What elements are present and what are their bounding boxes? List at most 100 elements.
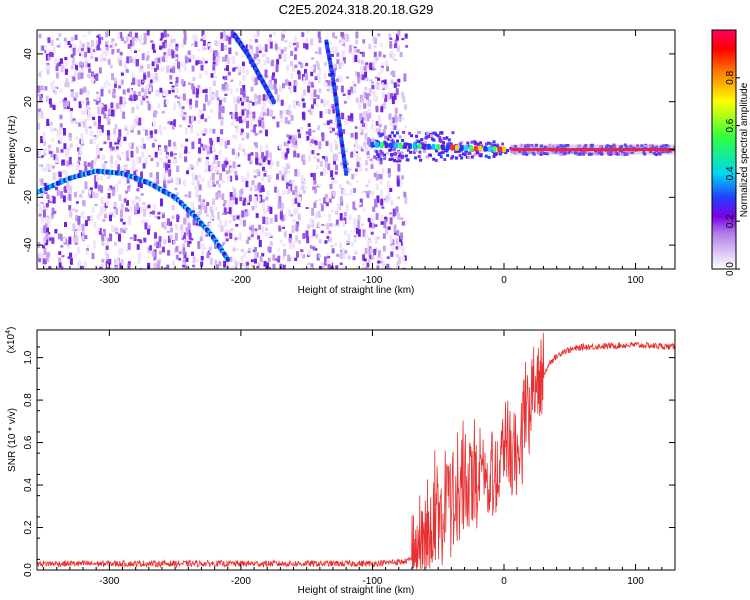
spectrogram-cell	[390, 79, 394, 84]
spectrogram-cell	[215, 264, 219, 269]
spectrogram-cell	[210, 109, 214, 113]
spectrogram-cell	[447, 138, 451, 142]
spectrogram-cell	[81, 43, 85, 48]
spectrogram-cell	[284, 116, 288, 124]
spectrogram-cell	[318, 37, 322, 43]
bottom-y-tick-label: 0.6	[23, 435, 34, 449]
spectrogram-cell	[192, 264, 196, 268]
spectrogram-cell	[86, 247, 89, 252]
spectrogram-cell	[539, 144, 543, 148]
spectrogram-cell	[118, 56, 122, 60]
spectrogram-cell	[386, 263, 390, 269]
spectrogram-cell	[174, 153, 177, 156]
spectrogram-cell	[397, 212, 400, 220]
spectrogram-feature-cell	[436, 144, 441, 151]
spectrogram-cell	[211, 181, 215, 185]
spectrogram-cell	[54, 229, 58, 234]
spectrogram-cell	[251, 224, 255, 230]
spectrogram-cell	[479, 141, 483, 145]
spectrogram-cell	[142, 201, 146, 206]
spectrogram-cell	[266, 57, 270, 60]
spectrogram-cell	[353, 84, 357, 87]
spectrogram-cell	[271, 59, 275, 66]
spectrogram-cell	[287, 140, 291, 144]
spectrogram-cell	[347, 233, 351, 241]
spectrogram-cell	[335, 154, 339, 161]
spectrogram-cell	[135, 202, 139, 210]
spectrogram-cell	[176, 165, 180, 173]
spectrogram-cell	[305, 73, 308, 81]
spectrogram-cell	[70, 36, 74, 41]
spectrogram-cell	[232, 186, 235, 190]
spectrogram-cell	[43, 204, 47, 209]
spectrogram-cell	[386, 181, 390, 187]
spectrogram-cell	[455, 156, 458, 160]
spectrogram-cell	[383, 140, 387, 144]
spectrogram-cell	[94, 157, 98, 161]
spectrogram-cell	[240, 262, 244, 267]
spectrogram-cell	[350, 113, 354, 118]
spectrogram-cell	[261, 188, 265, 192]
spectrogram-cell	[98, 37, 102, 45]
spectrogram-cell	[280, 225, 284, 228]
spectrogram-cell	[212, 215, 216, 219]
spectrogram-cell	[343, 230, 347, 236]
spectrogram-cell	[460, 141, 464, 144]
spectrogram-cell	[243, 152, 247, 156]
spectrogram-cell	[154, 67, 157, 72]
spectrogram-cell	[126, 56, 130, 64]
spectrogram-cell	[103, 82, 107, 88]
spectrogram-cell	[373, 249, 377, 256]
spectrogram-cell	[101, 234, 105, 241]
spectrogram-cell	[301, 183, 304, 187]
spectrogram-cell	[657, 151, 661, 155]
spectrogram-cell	[230, 205, 234, 213]
spectrogram-cell	[68, 194, 72, 201]
spectrogram-cell	[74, 121, 78, 124]
spectrogram-cell	[80, 120, 84, 125]
spectrogram-cell	[220, 43, 224, 51]
spectrogram-cell	[69, 133, 73, 142]
spectrogram-cell	[309, 266, 313, 269]
spectrogram-cell	[115, 258, 119, 266]
spectrogram-cell	[353, 188, 357, 193]
spectrogram-cell	[420, 138, 424, 141]
spectrogram-cell	[367, 217, 371, 223]
spectrogram-cell	[215, 90, 219, 98]
spectrogram-cell	[363, 66, 367, 71]
spectrogram-cell	[202, 146, 206, 151]
spectrogram-cell	[269, 175, 273, 180]
spectrogram-cell	[319, 111, 323, 118]
spectrogram-cell	[152, 49, 156, 53]
spectrogram-feature-cell	[426, 143, 431, 150]
spectrogram-cell	[341, 33, 345, 40]
spectrogram-cell	[72, 47, 76, 56]
spectrogram-cell	[196, 159, 200, 167]
spectrogram-cell	[129, 95, 133, 99]
spectrogram-cell	[135, 59, 139, 67]
spectrogram-cell	[223, 260, 227, 268]
spectrogram-cell	[265, 144, 269, 150]
spectrogram-cell	[310, 71, 314, 77]
spectrogram-cell	[332, 69, 336, 77]
spectrogram-cell	[149, 245, 153, 251]
spectrogram-cell	[320, 161, 323, 167]
spectrogram-cell	[149, 104, 153, 110]
spectrogram-cell	[63, 128, 66, 136]
spectrogram-cell	[354, 126, 358, 129]
spectrogram-cell	[50, 82, 54, 88]
spectrogram-cell	[265, 227, 268, 231]
spectrogram-cell	[111, 225, 115, 232]
spectrogram-cell	[381, 104, 385, 107]
spectrogram-feature	[324, 39, 349, 176]
spectrogram-cell	[325, 171, 329, 174]
spectrogram-cell	[64, 68, 68, 75]
spectrogram-cell	[382, 261, 386, 269]
spectrogram-cell	[341, 60, 345, 67]
spectrogram-cell	[213, 71, 217, 74]
spectrogram-cell	[363, 103, 367, 109]
spectrogram-cell	[56, 45, 60, 48]
spectrogram-cell	[43, 140, 46, 146]
spectrogram-cell	[248, 247, 251, 252]
spectrogram-cell	[292, 219, 296, 224]
